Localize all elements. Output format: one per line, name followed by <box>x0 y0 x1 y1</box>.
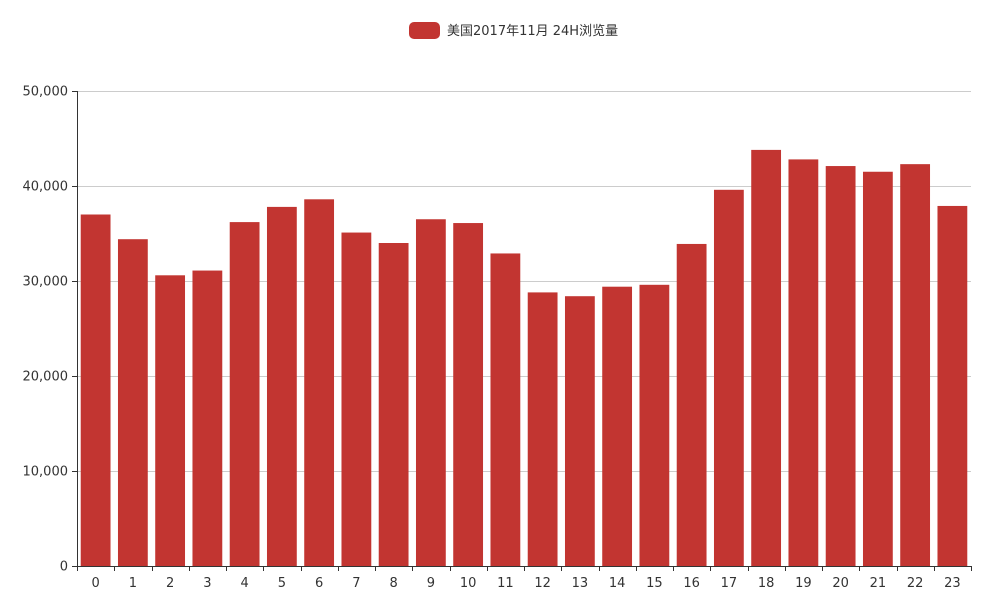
bar[interactable] <box>527 292 558 566</box>
bar[interactable] <box>937 205 968 566</box>
x-axis: 0 1 2 3 4 5 6 7 8 9 10 11 12 13 14 15 16 17 18 19 20 21 22 23 <box>77 566 972 591</box>
y-axis: 0 10,000 20,000 30,000 40,000 50,000 <box>23 85 78 575</box>
bar[interactable] <box>900 164 931 566</box>
x-tick-label: 12 <box>534 576 551 591</box>
bar[interactable] <box>378 243 409 566</box>
x-tick-label: 18 <box>758 576 775 591</box>
legend[interactable]: 美国2017年11月 24H浏览量 <box>409 22 618 39</box>
x-tick-label: 16 <box>683 576 700 591</box>
x-tick-label: 21 <box>870 576 887 591</box>
x-tick-label: 2 <box>166 576 174 591</box>
bar[interactable] <box>229 222 260 566</box>
x-tick-label: 9 <box>427 576 435 591</box>
y-tick-label: 20,000 <box>23 370 69 385</box>
bar[interactable] <box>751 149 782 566</box>
x-tick-label: 10 <box>460 576 477 591</box>
bar[interactable] <box>117 239 148 566</box>
x-tick-label: 13 <box>572 576 589 591</box>
x-tick-label: 4 <box>240 576 248 591</box>
x-tick-label: 14 <box>609 576 626 591</box>
bar[interactable] <box>564 296 595 566</box>
x-tick-label: 15 <box>646 576 663 591</box>
bar[interactable] <box>341 232 372 567</box>
y-tick-label: 50,000 <box>23 85 69 100</box>
bar[interactable] <box>80 214 111 567</box>
bar[interactable] <box>192 270 223 566</box>
bar[interactable] <box>713 189 744 567</box>
bar[interactable] <box>602 286 633 566</box>
bar[interactable] <box>639 284 670 566</box>
x-tick-label: 11 <box>497 576 514 591</box>
bar[interactable] <box>453 223 484 567</box>
y-tick-label: 30,000 <box>23 275 69 290</box>
x-tick-label: 17 <box>721 576 738 591</box>
bar[interactable] <box>862 171 893 566</box>
x-tick-label: 22 <box>907 576 924 591</box>
bar[interactable] <box>266 206 297 566</box>
x-tick-label: 8 <box>389 576 397 591</box>
bar[interactable] <box>676 243 707 566</box>
gridlines <box>77 91 971 472</box>
bar[interactable] <box>304 199 335 567</box>
x-tick-label: 1 <box>129 576 137 591</box>
bar[interactable] <box>415 219 446 566</box>
bars <box>80 149 968 567</box>
bar[interactable] <box>825 166 856 567</box>
x-tick-label: 6 <box>315 576 323 591</box>
x-tick-label: 0 <box>91 576 99 591</box>
legend-label[interactable]: 美国2017年11月 24H浏览量 <box>447 23 618 39</box>
legend-swatch[interactable] <box>409 22 440 39</box>
bar[interactable] <box>490 253 521 566</box>
x-tick-label: 20 <box>832 576 849 591</box>
bar[interactable] <box>155 275 186 566</box>
x-tick-label: 19 <box>795 576 812 591</box>
bar[interactable] <box>788 159 819 566</box>
x-tick-label: 7 <box>352 576 360 591</box>
y-tick-label: 10,000 <box>23 465 69 480</box>
x-tick-label: 5 <box>278 576 286 591</box>
y-tick-label: 40,000 <box>23 180 69 195</box>
x-tick-label: 3 <box>203 576 211 591</box>
x-tick-label: 23 <box>944 576 961 591</box>
y-tick-label: 0 <box>60 560 68 575</box>
